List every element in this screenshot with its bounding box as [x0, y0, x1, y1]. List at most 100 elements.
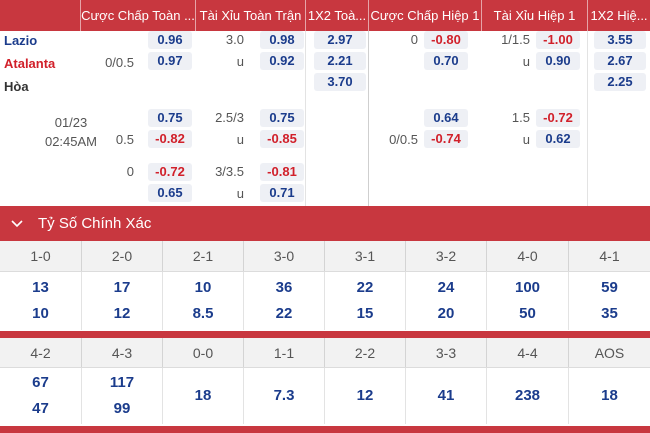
odd-button[interactable]: 0.64: [424, 109, 468, 127]
score-label: 2-2: [324, 338, 405, 367]
under-label: u: [236, 186, 244, 201]
score-odds-cell[interactable]: 12: [324, 368, 405, 424]
score-odds-cell[interactable]: 238: [486, 368, 568, 424]
score-odd-home[interactable]: 13: [32, 279, 49, 296]
home-team-name[interactable]: Lazio: [4, 33, 38, 48]
score-odds-cell[interactable]: 17 12: [81, 272, 162, 330]
score-odd[interactable]: 41: [437, 387, 455, 404]
score-odd-away[interactable]: 35: [601, 305, 618, 322]
score-odd-away[interactable]: 22: [275, 305, 293, 322]
row-separator: [0, 426, 650, 433]
odd-button[interactable]: 3.70: [314, 73, 366, 91]
handicap-line: 0: [126, 164, 134, 179]
score-odds-cell[interactable]: 7.3: [243, 368, 324, 424]
over-under-line: 1/1.5: [501, 32, 530, 47]
score-odd-home[interactable]: 100: [514, 279, 541, 296]
score-odd[interactable]: 7.3: [273, 387, 295, 404]
odd-button[interactable]: 2.21: [314, 52, 366, 70]
score-odds-cell[interactable]: 13 10: [0, 272, 81, 330]
over-under-line: 3/3.5: [215, 164, 244, 179]
score-label: 0-0: [162, 338, 243, 367]
odd-button[interactable]: -0.74: [424, 130, 468, 148]
score-odds-cell[interactable]: 18: [568, 368, 650, 424]
score-odd-away[interactable]: 15: [356, 305, 374, 322]
score-odd[interactable]: 238: [514, 387, 541, 404]
odd-button[interactable]: 0.70: [424, 52, 468, 70]
score-odd[interactable]: 18: [194, 387, 212, 404]
score-odds-cell[interactable]: 36 22: [243, 272, 324, 330]
over-under-line: 1.5: [511, 110, 530, 125]
handicap-line: 0/0.5: [389, 132, 418, 147]
odd-button[interactable]: 0.90: [536, 52, 580, 70]
score-label: 4-3: [81, 338, 162, 367]
score-odd-away[interactable]: 8.5: [192, 305, 214, 322]
odds-header-bar: Cược Chấp Toàn ... Tài Xỉu Toàn Trận 1X2…: [0, 0, 650, 31]
score-odds-cell[interactable]: 67 47: [0, 368, 81, 424]
odd-button[interactable]: -0.82: [148, 130, 192, 148]
score-odd-home[interactable]: 36: [275, 279, 293, 296]
odd-button[interactable]: 0.98: [260, 31, 304, 49]
score-odds-cell[interactable]: 10 8.5: [162, 272, 243, 330]
score-odds-cell[interactable]: 18: [162, 368, 243, 424]
over-under-line: 2.5/3: [215, 110, 244, 125]
odd-button[interactable]: 2.67: [594, 52, 646, 70]
odd-button[interactable]: -0.72: [536, 109, 580, 127]
odd-button[interactable]: -1.00: [536, 31, 580, 49]
score-label: 4-1: [568, 241, 650, 271]
score-odd[interactable]: 18: [601, 387, 618, 404]
odd-button[interactable]: 0.92: [260, 52, 304, 70]
score-odd-home[interactable]: 59: [601, 279, 618, 296]
col-handicap-h1[interactable]: Cược Chấp Hiệp 1: [368, 0, 481, 31]
away-team-name[interactable]: Atalanta: [4, 56, 56, 71]
odd-button[interactable]: 0.75: [148, 109, 192, 127]
col-handicap-full[interactable]: Cược Chấp Toàn ...: [80, 0, 195, 31]
odd-button[interactable]: 0.75: [260, 109, 304, 127]
score-odd-home[interactable]: 24: [437, 279, 455, 296]
score-odd-home[interactable]: 22: [356, 279, 374, 296]
score-odds-cell[interactable]: 22 15: [324, 272, 405, 330]
score-odd-away[interactable]: 10: [32, 305, 49, 322]
odd-button[interactable]: -0.72: [148, 163, 192, 181]
score-odd-away[interactable]: 50: [519, 305, 536, 322]
score-odds-cell[interactable]: 100 50: [486, 272, 568, 330]
score-odd[interactable]: 12: [356, 387, 374, 404]
score-odd-away[interactable]: 47: [32, 400, 49, 417]
odd-button[interactable]: 0.71: [260, 184, 304, 202]
odd-button[interactable]: 3.55: [594, 31, 646, 49]
score-label: 2-0: [81, 241, 162, 271]
score-label: 1-1: [243, 338, 324, 367]
score-odd-home[interactable]: 10: [194, 279, 212, 296]
score-odd-away[interactable]: 20: [437, 305, 455, 322]
match-time: 02:45AM: [44, 134, 98, 149]
divider: [368, 31, 369, 206]
correct-score-header[interactable]: Tỷ Số Chính Xác: [0, 206, 650, 241]
draw-label: Hòa: [4, 79, 29, 94]
col-overunder-h1[interactable]: Tài Xỉu Hiệp 1: [481, 0, 587, 31]
score-odd-home[interactable]: 117: [109, 374, 135, 391]
score-odds-cell[interactable]: 24 20: [405, 272, 486, 330]
col-1x2-full[interactable]: 1X2 Toà...: [305, 0, 368, 31]
odd-button[interactable]: 0.96: [148, 31, 192, 49]
odd-button[interactable]: -0.80: [424, 31, 468, 49]
score-odds-cell[interactable]: 41: [405, 368, 486, 424]
col-1x2-h1[interactable]: 1X2 Hiệ...: [587, 0, 650, 31]
score-odds-cell[interactable]: 59 35: [568, 272, 650, 330]
score-label: 3-1: [324, 241, 405, 271]
odd-button[interactable]: 0.97: [148, 52, 192, 70]
under-label: u: [522, 132, 530, 147]
col-overunder-full[interactable]: Tài Xỉu Toàn Trận: [195, 0, 305, 31]
chevron-down-icon[interactable]: [8, 214, 26, 232]
odd-button[interactable]: -0.85: [260, 130, 304, 148]
score-odd-away[interactable]: 99: [113, 400, 131, 417]
under-label: u: [522, 54, 530, 69]
score-odd-home[interactable]: 17: [113, 279, 131, 296]
score-odd-away[interactable]: 12: [113, 305, 131, 322]
score-odd-home[interactable]: 67: [32, 374, 49, 391]
odd-button[interactable]: 2.97: [314, 31, 366, 49]
odd-button[interactable]: 2.25: [594, 73, 646, 91]
score-odds-cell[interactable]: 117 99: [81, 368, 162, 424]
odd-button[interactable]: 0.62: [536, 130, 580, 148]
score-label: 3-3: [405, 338, 486, 367]
odd-button[interactable]: -0.81: [260, 163, 304, 181]
odd-button[interactable]: 0.65: [148, 184, 192, 202]
